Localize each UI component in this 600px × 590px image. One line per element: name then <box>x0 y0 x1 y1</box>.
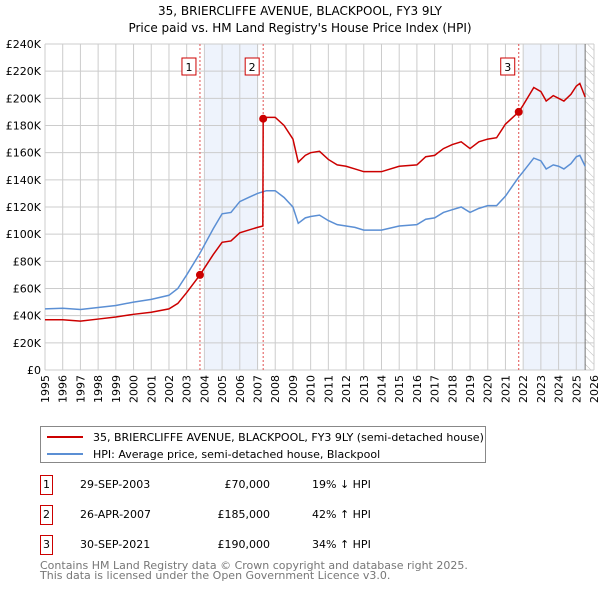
x-tick-label: 2003 <box>181 375 194 403</box>
sale-marker-label: 1 <box>185 61 192 74</box>
x-tick-label: 2014 <box>375 375 388 403</box>
x-tick-label: 1996 <box>57 375 70 403</box>
y-tick-label: £180K <box>6 120 42 133</box>
sale-row: 1 29-SEP-2003 £70,000 19% ↓ HPI <box>40 475 440 497</box>
x-tick-label: 2021 <box>499 375 512 403</box>
sale-date: 30-SEP-2021 <box>80 538 151 551</box>
sale-row: 3 30-SEP-2021 £190,000 34% ↑ HPI <box>40 535 440 557</box>
x-tick-label: 2016 <box>411 375 424 403</box>
sale-marker-badge <box>181 57 197 76</box>
y-tick-label: £40K <box>13 310 42 323</box>
y-tick-label: £220K <box>6 65 42 78</box>
sale-badge: 3 <box>40 535 53 555</box>
y-tick-label: £80K <box>13 255 42 268</box>
sale-marker-badge <box>244 57 260 76</box>
x-tick-label: 2004 <box>198 375 211 403</box>
x-tick-label: 2001 <box>145 375 158 403</box>
y-tick-label: £60K <box>13 283 42 296</box>
x-tick-label: 1997 <box>74 375 87 403</box>
legend-label: 35, BRIERCLIFFE AVENUE, BLACKPOOL, FY3 9… <box>93 430 484 444</box>
x-tick-label: 1995 <box>39 375 52 403</box>
x-tick-label: 2010 <box>305 375 318 403</box>
y-tick-label: £120K <box>6 201 42 214</box>
chart-subtitle: Price paid vs. HM Land Registry's House … <box>128 21 472 35</box>
plot-area: 1995 1996 1997 1998 1999 2000 2001 2002 2003 2004… <box>6 38 600 403</box>
series-line-hpi <box>44 154 586 311</box>
y-tick-label: £200K <box>6 92 42 105</box>
sale-price: £190,000 <box>217 538 271 551</box>
legend: 35, BRIERCLIFFE AVENUE, BLACKPOOL, FY3 9… <box>40 426 486 463</box>
x-tick-label: 2020 <box>482 375 495 403</box>
x-tick-label: 2009 <box>287 375 300 403</box>
x-tick-label: 2002 <box>163 375 176 403</box>
sale-hpi-diff: 42% ↑ HPI <box>312 508 371 521</box>
x-tick-label: 2013 <box>358 375 371 403</box>
sale-marker-label: 2 <box>249 61 256 74</box>
sale-hpi-diff: 19% ↓ HPI <box>312 478 371 491</box>
x-tick-label: 2019 <box>464 375 477 403</box>
x-tick-label: 2007 <box>252 375 265 403</box>
legend-swatch <box>47 453 83 455</box>
sale-badge: 2 <box>40 505 53 525</box>
x-tick-label: 2005 <box>216 375 229 403</box>
x-tick-label: 2008 <box>269 375 282 403</box>
x-tick-label: 2017 <box>429 375 442 403</box>
legend-item-property: 35, BRIERCLIFFE AVENUE, BLACKPOOL, FY3 9… <box>41 429 484 445</box>
sale-row: 2 26-APR-2007 £185,000 42% ↑ HPI <box>40 505 440 527</box>
x-tick-label: 2000 <box>128 375 141 403</box>
x-tick-label: 2015 <box>393 375 406 403</box>
y-tick-label: £0 <box>27 364 41 377</box>
legend-swatch <box>47 436 83 438</box>
x-tick-label: 1998 <box>92 375 105 403</box>
series-line-property <box>45 82 586 322</box>
footer-line-1: Contains HM Land Registry data © Crown c… <box>40 559 468 572</box>
sale-marker-badge <box>500 57 516 76</box>
x-tick-label: 2025 <box>570 375 583 403</box>
x-tick-label: 2026 <box>588 375 600 403</box>
y-tick-label: £240K <box>6 38 42 51</box>
x-tick-label: 2023 <box>535 375 548 403</box>
y-tick-label: £160K <box>6 147 42 160</box>
y-tick-label: £100K <box>6 228 42 241</box>
sale-date: 29-SEP-2003 <box>80 478 151 491</box>
x-tick-label: 2024 <box>553 375 566 403</box>
sale-hpi-diff: 34% ↑ HPI <box>312 538 371 551</box>
y-tick-label: £140K <box>6 174 42 187</box>
chart-title: 35, BRIERCLIFFE AVENUE, BLACKPOOL, FY3 9… <box>158 4 442 18</box>
x-tick-label: 1999 <box>110 375 123 403</box>
sale-point <box>195 270 204 279</box>
sale-price: £70,000 <box>224 478 271 491</box>
x-tick-label: 2022 <box>517 375 530 403</box>
x-tick-label: 2012 <box>340 375 353 403</box>
sale-point <box>514 107 523 116</box>
legend-item-hpi: HPI: Average price, semi-detached house,… <box>41 446 380 462</box>
x-tick-label: 2006 <box>234 375 247 403</box>
x-tick-label: 2011 <box>322 375 335 403</box>
sale-marker-label: 3 <box>504 61 511 74</box>
sale-badge: 1 <box>40 475 53 495</box>
sale-point <box>259 114 268 123</box>
footer-line-2: This data is licensed under the Open Gov… <box>40 569 391 582</box>
sale-price: £185,000 <box>217 508 271 521</box>
sale-date: 26-APR-2007 <box>80 508 152 521</box>
x-tick-label: 2018 <box>446 375 459 403</box>
legend-label: HPI: Average price, semi-detached house,… <box>93 447 381 461</box>
y-tick-label: £20K <box>13 337 42 350</box>
